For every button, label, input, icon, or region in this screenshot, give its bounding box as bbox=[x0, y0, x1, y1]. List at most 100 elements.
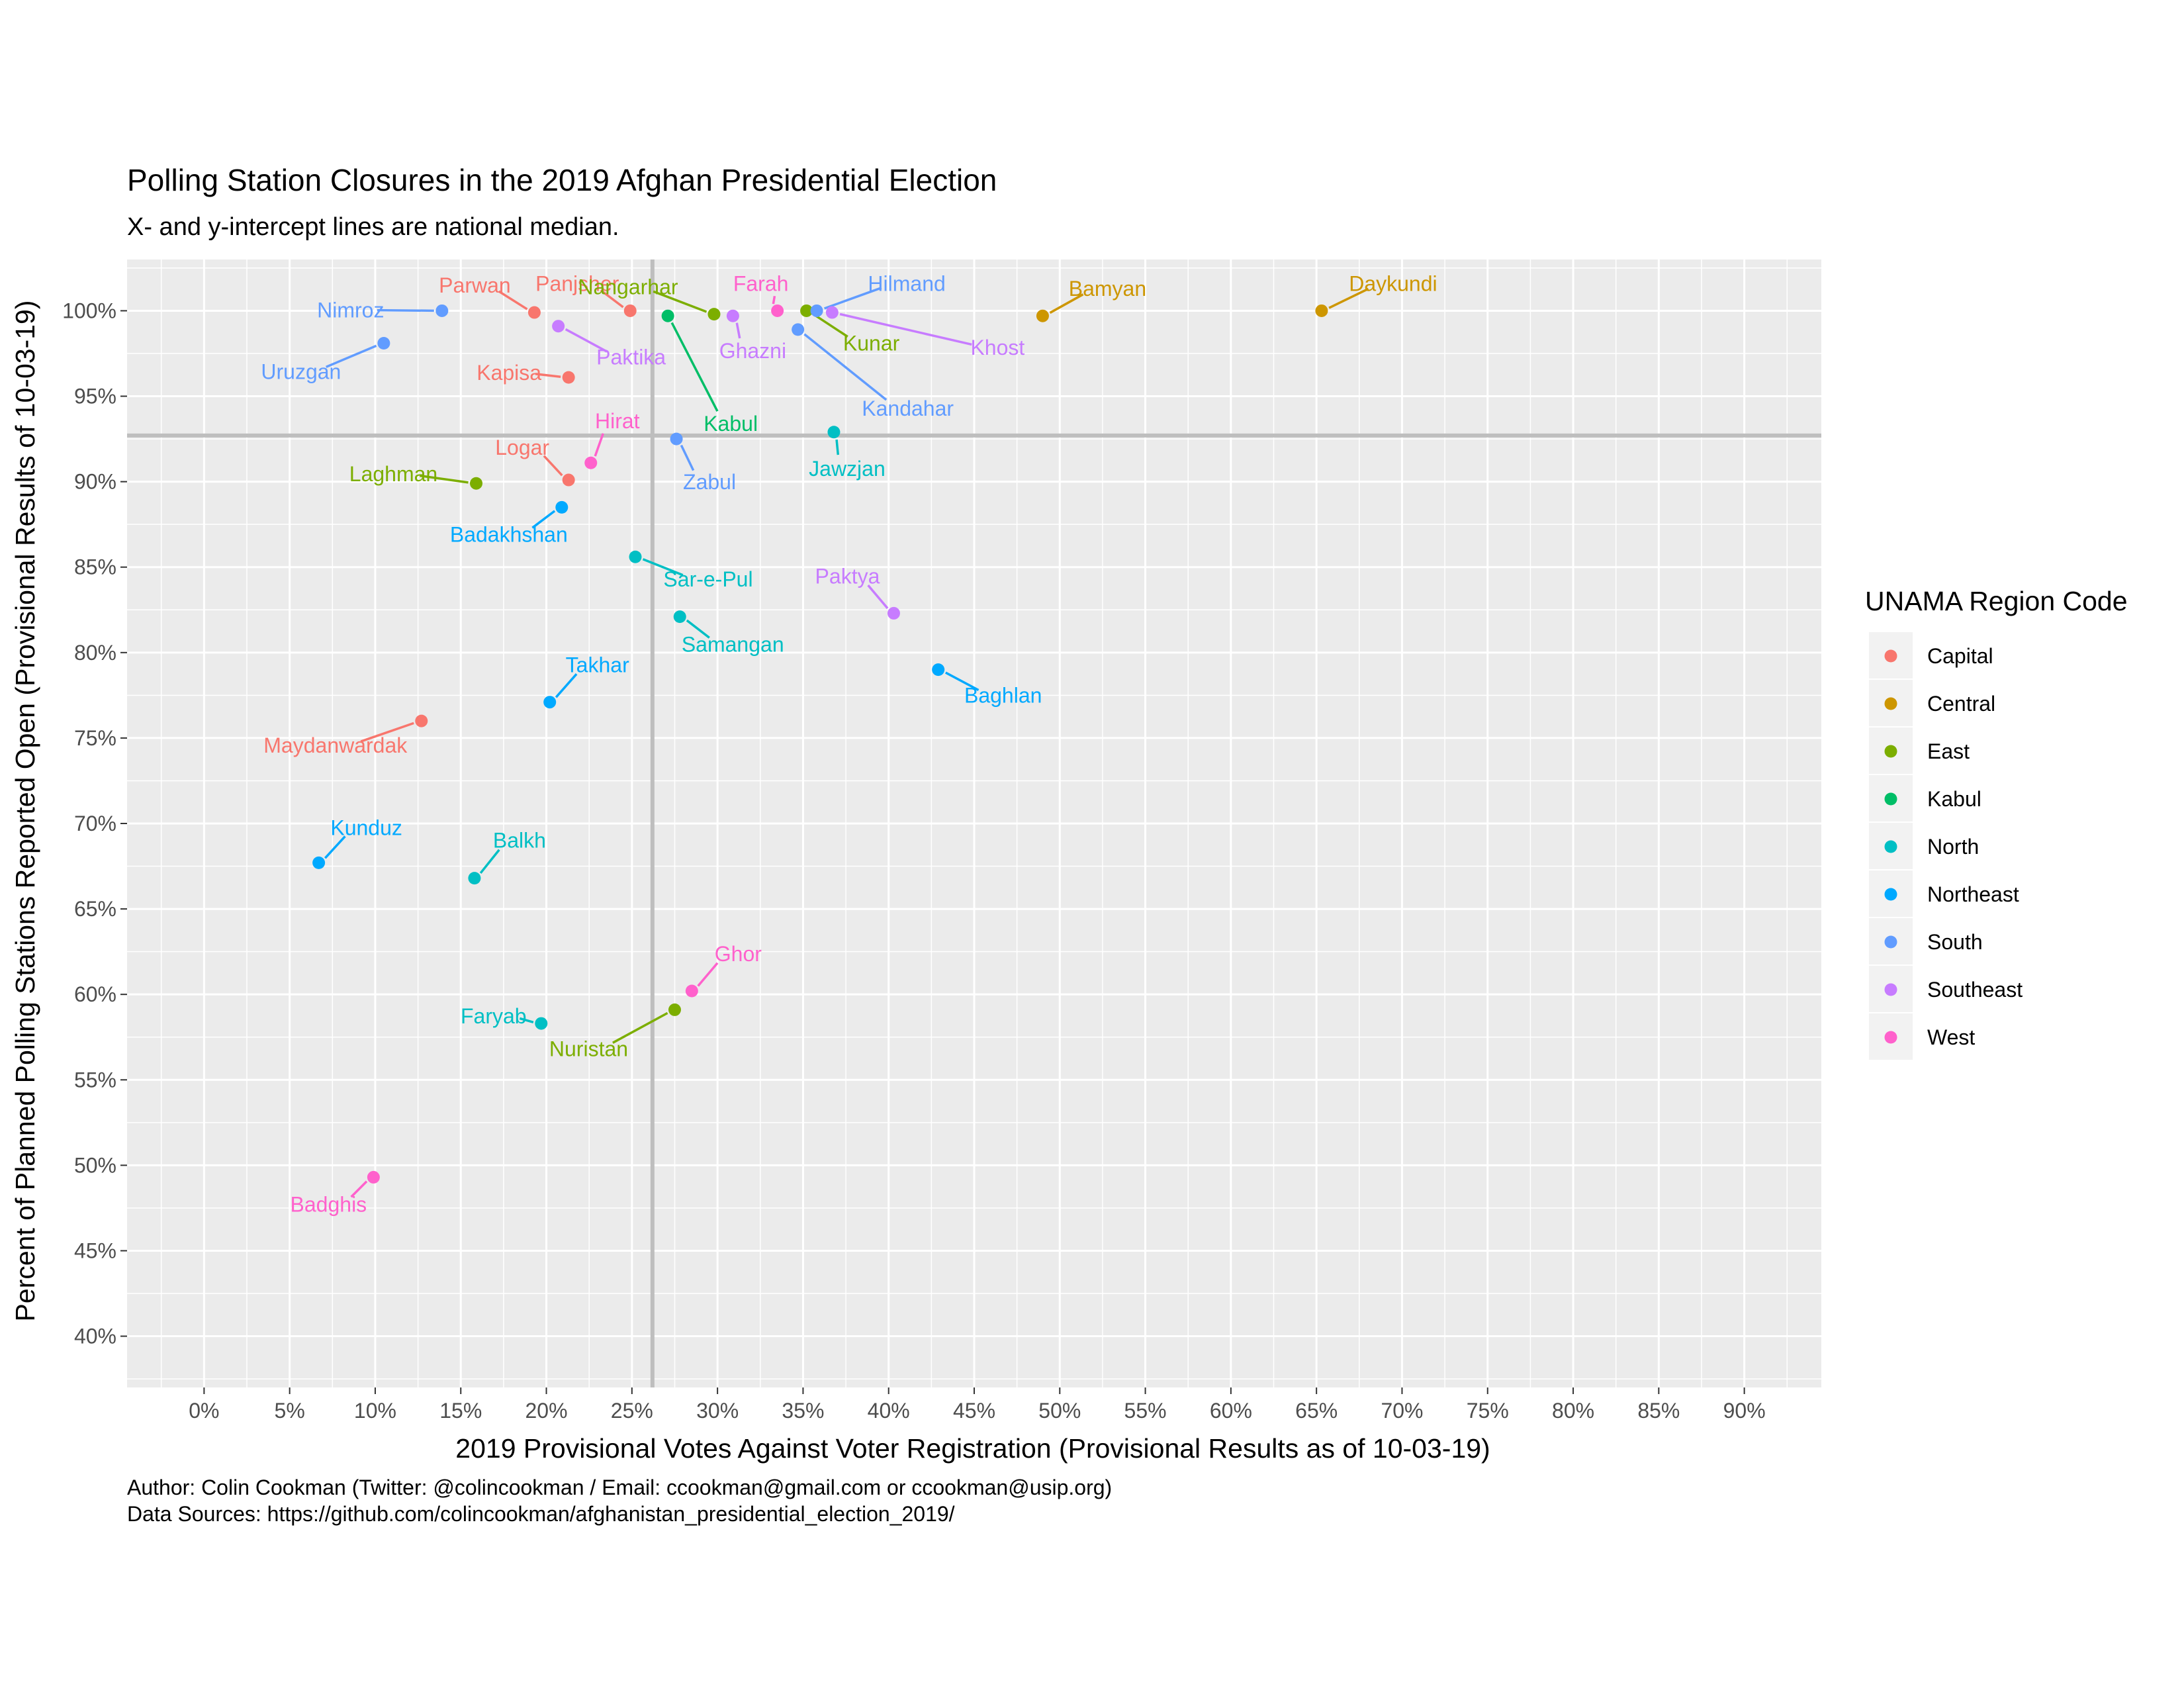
legend-point bbox=[1884, 888, 1897, 901]
data-point bbox=[470, 477, 483, 490]
leader-line bbox=[324, 835, 346, 859]
legend-point bbox=[1884, 649, 1897, 663]
point-label: Ghazni bbox=[719, 339, 786, 363]
x-tick-label: 0% bbox=[189, 1399, 219, 1423]
y-tick-label: 50% bbox=[74, 1153, 116, 1177]
point-label: Nimroz bbox=[317, 298, 384, 322]
point-label: Jawzjan bbox=[809, 457, 886, 481]
x-tick-label: 25% bbox=[611, 1399, 653, 1423]
point-label: Samangan bbox=[682, 633, 784, 657]
point-label: Paktika bbox=[596, 346, 666, 369]
y-tick-label: 95% bbox=[74, 385, 116, 408]
leader-line bbox=[686, 619, 710, 639]
point-label: Khost bbox=[970, 336, 1024, 359]
data-point bbox=[1315, 304, 1328, 317]
data-point bbox=[535, 1017, 548, 1030]
chart-subtitle: X- and y-intercept lines are national me… bbox=[127, 213, 619, 241]
y-tick-label: 75% bbox=[74, 726, 116, 750]
x-tick-label: 15% bbox=[439, 1399, 482, 1423]
x-tick-label: 80% bbox=[1552, 1399, 1594, 1423]
data-point bbox=[562, 371, 575, 384]
leader-line bbox=[555, 673, 578, 698]
x-tick-label: 85% bbox=[1637, 1399, 1680, 1423]
y-tick-label: 60% bbox=[74, 982, 116, 1006]
legend-point bbox=[1884, 983, 1897, 996]
data-point bbox=[435, 304, 449, 317]
legend-title: UNAMA Region Code bbox=[1865, 586, 2128, 616]
y-tick-label: 65% bbox=[74, 897, 116, 921]
point-label: Kandahar bbox=[862, 397, 954, 420]
x-tick-label: 55% bbox=[1124, 1399, 1167, 1423]
leader-line bbox=[543, 455, 563, 477]
point-label: Bamyan bbox=[1069, 277, 1146, 301]
data-point bbox=[707, 308, 721, 321]
x-tick-label: 5% bbox=[275, 1399, 305, 1423]
legend-point bbox=[1884, 745, 1897, 758]
y-axis-title: Percent of Planned Polling Stations Repo… bbox=[10, 301, 40, 1322]
data-point bbox=[726, 309, 739, 322]
point-label: Balkh bbox=[493, 829, 546, 853]
point-label: Laghman bbox=[349, 462, 437, 486]
leader-line bbox=[735, 322, 741, 339]
data-point bbox=[800, 304, 813, 317]
x-axis: 0% 5% 10% 15% 20% 25% 30% 35% 40% 45% 50% 55% 60% 65%… bbox=[189, 1387, 1766, 1423]
data-point bbox=[377, 337, 390, 350]
data-point bbox=[670, 432, 683, 445]
point-label: Badakhshan bbox=[450, 522, 568, 546]
data-point bbox=[685, 984, 698, 998]
data-point bbox=[543, 696, 557, 709]
data-point bbox=[810, 304, 823, 317]
point-label: Hirat bbox=[595, 409, 640, 433]
legend-label: Kabul bbox=[1927, 787, 1981, 811]
legend-label: Northeast bbox=[1927, 882, 2019, 906]
point-label: Daykundi bbox=[1349, 271, 1437, 295]
caption-author: Author: Colin Cookman (Twitter: @colinco… bbox=[127, 1476, 1112, 1499]
caption-sources: Data Sources: https://github.com/colinco… bbox=[127, 1502, 955, 1526]
y-axis: 40% 45% 50% 55% 60% 65% 70% 75% 80% 85% 90% 95% 100% bbox=[62, 299, 127, 1348]
leader-line bbox=[531, 510, 556, 529]
legend-point bbox=[1884, 935, 1897, 949]
data-point bbox=[415, 714, 428, 727]
y-tick-label: 100% bbox=[62, 299, 116, 322]
data-point bbox=[668, 1003, 681, 1016]
data-point bbox=[367, 1170, 380, 1184]
leader-line bbox=[835, 439, 840, 455]
data-point bbox=[629, 550, 642, 563]
leader-line bbox=[535, 373, 561, 378]
x-tick-label: 35% bbox=[782, 1399, 824, 1423]
point-label: Sar-e-Pul bbox=[663, 567, 752, 591]
data-point bbox=[661, 309, 674, 322]
median-lines bbox=[127, 259, 1821, 1387]
data-point bbox=[1036, 309, 1049, 322]
data-point bbox=[673, 610, 686, 624]
data-point bbox=[827, 426, 841, 439]
x-tick-label: 90% bbox=[1723, 1399, 1766, 1423]
leader-line bbox=[670, 322, 719, 412]
point-label: Nuristan bbox=[549, 1037, 628, 1060]
data-point bbox=[584, 456, 598, 469]
leader-line bbox=[1328, 287, 1369, 309]
point-labels: Parwan Panjsher Kapisa Logar Maydanwardak Bam… bbox=[261, 271, 1437, 1216]
leader-line bbox=[945, 671, 979, 692]
point-label: Faryab bbox=[461, 1004, 527, 1028]
legend-label: Southeast bbox=[1927, 978, 2023, 1002]
x-tick-label: 70% bbox=[1381, 1399, 1423, 1423]
data-point bbox=[825, 306, 839, 319]
leader-line bbox=[813, 313, 848, 338]
x-tick-label: 45% bbox=[953, 1399, 995, 1423]
leader-line bbox=[326, 344, 377, 368]
leader-line bbox=[839, 312, 972, 346]
x-tick-label: 30% bbox=[696, 1399, 739, 1423]
x-tick-label: 75% bbox=[1467, 1399, 1509, 1423]
data-points bbox=[312, 304, 1328, 1184]
x-tick-label: 40% bbox=[868, 1399, 910, 1423]
data-point bbox=[932, 663, 945, 677]
leader-line bbox=[1049, 293, 1084, 314]
legend-label: Capital bbox=[1927, 644, 1993, 668]
leader-line bbox=[377, 308, 434, 312]
leader-line bbox=[612, 1011, 668, 1044]
leader-line bbox=[823, 287, 882, 310]
leader-line bbox=[594, 433, 604, 457]
point-label: Panjsher bbox=[535, 271, 619, 295]
